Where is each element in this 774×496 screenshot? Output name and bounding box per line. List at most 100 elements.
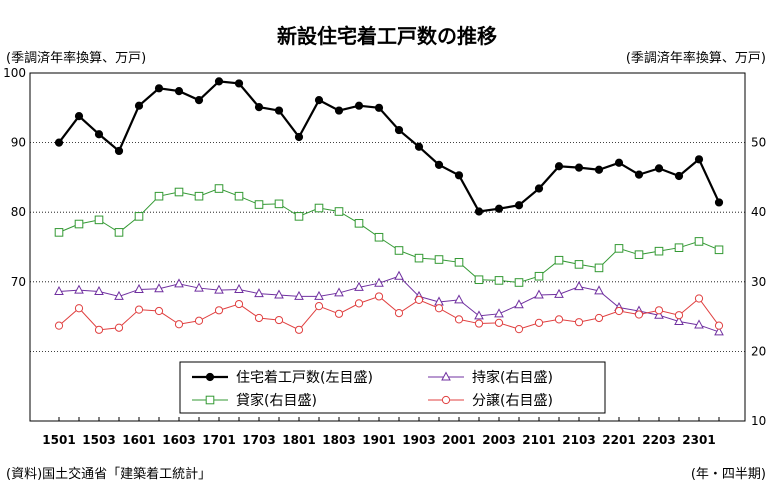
data-point [574, 318, 584, 327]
data-point [454, 294, 464, 304]
data-point [274, 106, 284, 115]
data-point [254, 288, 264, 298]
source-note: (資料)国土交通省「建築着工統計」 [6, 467, 212, 482]
x-axis-tick-label: 1901 [362, 433, 395, 447]
data-point [114, 290, 124, 300]
data-point [554, 315, 564, 324]
data-point [174, 278, 184, 288]
legend-entry-label: 持家(右目盛) [472, 369, 553, 386]
x-axis-tick-label: 2203 [642, 433, 675, 447]
data-point [174, 320, 184, 329]
data-point [254, 313, 264, 323]
x-axis-tick-label: 1703 [242, 433, 275, 447]
data-point [234, 283, 244, 293]
data-point [474, 310, 484, 320]
legend-swatch-marker [441, 371, 451, 381]
data-point [494, 318, 504, 327]
data-point [314, 290, 324, 300]
left-axis-tick-label: 100 [3, 66, 26, 80]
data-point [634, 250, 644, 259]
data-point [594, 313, 604, 323]
data-point [654, 164, 664, 173]
data-point [654, 306, 664, 315]
data-point [554, 255, 564, 265]
data-point [314, 203, 324, 213]
data-point [534, 318, 544, 327]
plot-frame [29, 72, 746, 422]
data-point [194, 282, 204, 292]
data-point [74, 219, 84, 229]
x-axis-tick-label: 2201 [602, 433, 635, 447]
data-point [674, 315, 684, 325]
right-axis-tick-label: 40 [751, 205, 766, 219]
data-point [394, 246, 404, 255]
data-point [594, 165, 604, 174]
data-point [134, 305, 144, 314]
data-point [574, 260, 584, 269]
data-point [254, 200, 264, 209]
data-point [374, 103, 384, 112]
data-point [414, 295, 424, 304]
data-point [654, 246, 664, 256]
data-point [394, 125, 404, 135]
data-point [194, 316, 204, 325]
data-point [434, 160, 444, 169]
data-point [614, 244, 624, 253]
legend-swatch-marker [441, 395, 451, 405]
data-point [314, 302, 324, 311]
x-axis-tick-label: 2103 [562, 433, 595, 447]
data-point [554, 162, 564, 171]
data-point [614, 306, 624, 316]
x-axis-tick-label: 2301 [682, 433, 715, 447]
data-point [494, 308, 504, 318]
data-point [294, 132, 304, 142]
data-point [694, 294, 704, 303]
x-axis-tick-label: 1803 [322, 433, 355, 447]
data-point [614, 158, 624, 167]
data-point [514, 325, 524, 334]
right-axis-unit: (季調済年率換算、万戸) [625, 51, 766, 66]
series-line [58, 295, 720, 331]
data-point [334, 309, 344, 318]
legend-swatch-marker [205, 395, 215, 405]
chart-title: 新設住宅着工戸数の推移 [277, 24, 497, 48]
series-line [58, 80, 720, 213]
data-point [534, 289, 544, 299]
data-point [214, 184, 224, 193]
x-axis-tick-label: 1601 [122, 433, 155, 447]
data-point [294, 325, 304, 334]
data-point [514, 299, 524, 309]
data-point [134, 101, 144, 110]
x-axis-tick-label: 2101 [522, 433, 555, 447]
data-point [154, 306, 164, 316]
data-point [474, 319, 484, 328]
data-point [154, 84, 164, 93]
left-axis-tick-label: 80 [11, 205, 26, 219]
right-axis-tick-label: 30 [751, 275, 766, 289]
data-point [234, 79, 244, 88]
right-axis-tick-label: 50 [751, 136, 766, 150]
x-axis-tick-label: 1501 [42, 433, 75, 447]
data-point [394, 270, 404, 280]
series-line [58, 275, 720, 333]
data-point [434, 255, 444, 264]
data-point [114, 323, 124, 332]
data-point [694, 155, 704, 164]
x-axis-tick-label: 1503 [82, 433, 115, 447]
data-point [574, 281, 584, 291]
data-point [94, 215, 104, 225]
data-point [174, 187, 184, 197]
data-point [294, 212, 304, 221]
series-line [58, 188, 720, 284]
data-point [694, 319, 704, 329]
data-point [354, 219, 364, 228]
data-point [354, 281, 364, 291]
data-point [654, 309, 664, 319]
legend-swatch-marker [205, 372, 215, 382]
x-axis-tick-label: 1903 [402, 433, 435, 447]
data-point [274, 315, 284, 325]
data-point [554, 288, 564, 298]
data-point [494, 276, 504, 285]
data-point [334, 207, 344, 216]
data-point [534, 184, 544, 193]
